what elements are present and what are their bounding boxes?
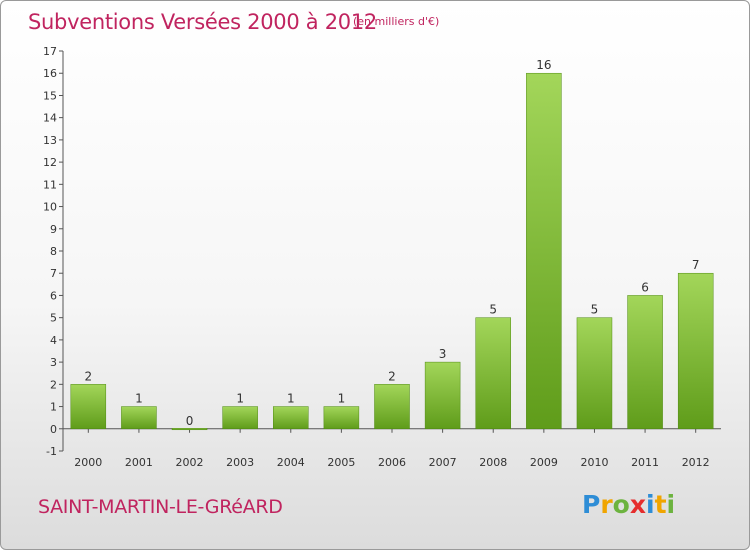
y-tick-label: 7 <box>50 267 57 280</box>
bar[interactable] <box>374 384 410 430</box>
bar-value-label: 1 <box>338 392 346 406</box>
x-tick-label: 2008 <box>479 456 507 469</box>
bar-value-label: 5 <box>591 303 599 317</box>
y-tick-label: 1 <box>50 401 57 414</box>
bar[interactable] <box>424 361 461 430</box>
y-tick-label: 3 <box>50 356 57 369</box>
bar[interactable] <box>475 317 511 430</box>
proxiti-logo[interactable]: Proxiti <box>582 490 675 519</box>
bar-value-label: 2 <box>388 369 396 383</box>
x-tick-label: 2000 <box>74 456 102 469</box>
commune-name: SAINT-MARTIN-LE-GRéARD <box>38 496 283 518</box>
y-tick-label: 9 <box>50 223 57 236</box>
y-tick-label: 4 <box>50 334 57 347</box>
bar-value-label: 1 <box>287 392 295 406</box>
bar[interactable] <box>70 384 107 430</box>
logo-letter: P <box>582 490 601 519</box>
y-tick-label: 16 <box>43 67 57 80</box>
bar[interactable] <box>273 406 309 430</box>
x-tick-label: 2004 <box>277 456 305 469</box>
chart-title: Subventions Versées 2000 à 2012 <box>28 10 377 34</box>
bar[interactable] <box>323 406 360 430</box>
bar-value-label: 2 <box>84 369 92 383</box>
bar-value-label: 0 <box>186 414 194 428</box>
y-tick-label: 15 <box>43 89 57 102</box>
x-tick-label: 2012 <box>682 456 710 469</box>
y-tick-label: -1 <box>46 445 57 458</box>
logo-letter: i <box>646 490 655 519</box>
x-tick-label: 2009 <box>530 456 558 469</box>
bar-value-label: 3 <box>439 347 447 361</box>
y-tick-label: 13 <box>43 134 57 147</box>
x-tick-label: 2002 <box>176 456 204 469</box>
bar-value-label: 7 <box>692 258 700 272</box>
bar-value-label: 5 <box>489 303 497 317</box>
y-tick-label: 14 <box>43 112 57 125</box>
x-axis: 2000 2001 2002 2003 2004 2005 2006 2007 2008 2009… <box>63 428 721 469</box>
y-tick-label: 6 <box>50 289 57 302</box>
logo-letter: o <box>612 490 630 519</box>
x-tick-label: 2001 <box>125 456 153 469</box>
x-tick-label: 2007 <box>429 456 457 469</box>
bar-value-label: 16 <box>536 58 551 72</box>
logo-letter: x <box>629 490 646 519</box>
y-tick-label: 2 <box>50 378 57 391</box>
bar-value-label: 1 <box>135 392 143 406</box>
chart-unit: (en milliers d'€) <box>353 15 440 28</box>
bar[interactable] <box>121 406 157 430</box>
bar[interactable] <box>171 428 208 431</box>
y-tick-label: 10 <box>43 201 57 214</box>
x-tick-label: 2005 <box>327 456 355 469</box>
bars: 2 1 0 1 1 1 2 3 5 16 5 6 7 <box>70 58 714 431</box>
bar-value-label: 6 <box>641 280 649 294</box>
logo-letter: i <box>666 490 676 519</box>
bar[interactable] <box>627 295 663 430</box>
bar[interactable] <box>222 406 258 430</box>
y-tick-label: 8 <box>50 245 57 258</box>
x-tick-label: 2003 <box>226 456 254 469</box>
y-tick-label: 11 <box>43 178 57 191</box>
bar[interactable] <box>677 272 714 430</box>
x-tick-label: 2011 <box>631 456 659 469</box>
y-tick-label: 0 <box>50 423 57 436</box>
y-tick-label: 17 <box>43 45 57 58</box>
y-tick-label: 12 <box>43 156 57 169</box>
bar-value-label: 1 <box>236 392 244 406</box>
bar[interactable] <box>576 317 613 430</box>
bar[interactable] <box>526 72 562 430</box>
x-tick-label: 2006 <box>378 456 406 469</box>
logo-letter: r <box>600 490 613 519</box>
x-tick-label: 2010 <box>580 456 608 469</box>
y-tick-label: 5 <box>50 312 57 325</box>
logo-letter: t <box>654 490 667 519</box>
